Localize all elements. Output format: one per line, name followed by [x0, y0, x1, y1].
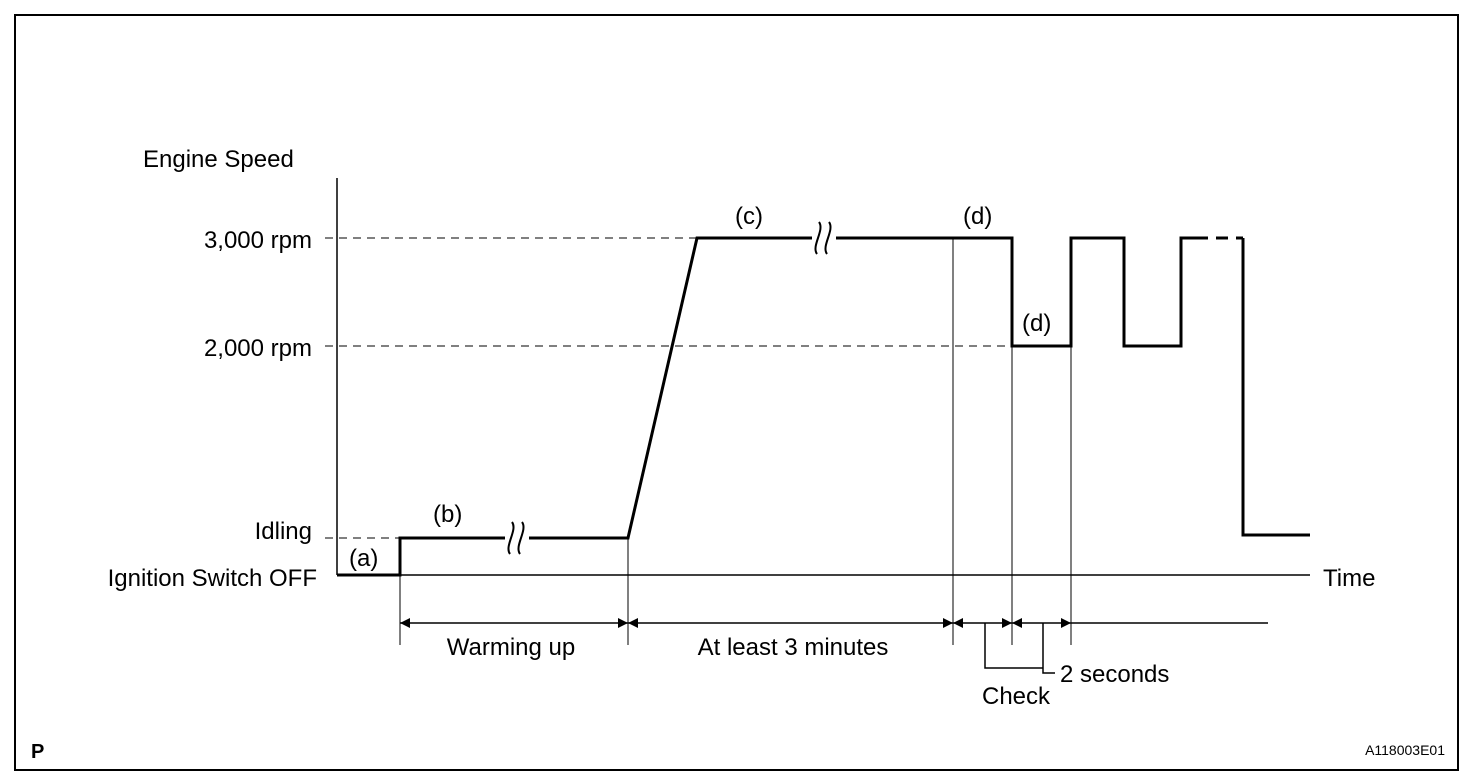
step-label-d2: (d): [1022, 310, 1051, 337]
figure-id: A118003E01: [1365, 742, 1445, 758]
two-seconds-leader: [1042, 623, 1055, 674]
curve-end-segment: [1241, 238, 1310, 537]
level-label-2000: 2,000 rpm: [204, 335, 312, 362]
step-label-c: (c): [735, 203, 763, 230]
level-label-ignition-off: Ignition Switch OFF: [108, 565, 317, 592]
figure-frame: [14, 14, 1459, 771]
step-label-a: (a): [349, 545, 378, 572]
break-mark-c: [812, 221, 836, 255]
page-mark: P: [31, 741, 44, 763]
break-mark-b: [505, 521, 529, 555]
engine-speed-curve: [337, 236, 1196, 577]
interval-label-check: Check: [982, 683, 1051, 710]
check-bracket: [984, 623, 1043, 669]
level-label-idling: Idling: [255, 518, 312, 545]
interval-label-3-minutes: At least 3 minutes: [698, 634, 889, 661]
step-label-d1: (d): [963, 203, 992, 230]
interval-label-warming-up: Warming up: [447, 634, 575, 661]
level-label-3000: 3,000 rpm: [204, 227, 312, 254]
x-axis-title: Time: [1323, 565, 1375, 592]
step-label-b: (b): [433, 501, 462, 528]
interval-label-2-seconds: 2 seconds: [1060, 661, 1169, 688]
y-axis-title: Engine Speed: [143, 146, 294, 173]
